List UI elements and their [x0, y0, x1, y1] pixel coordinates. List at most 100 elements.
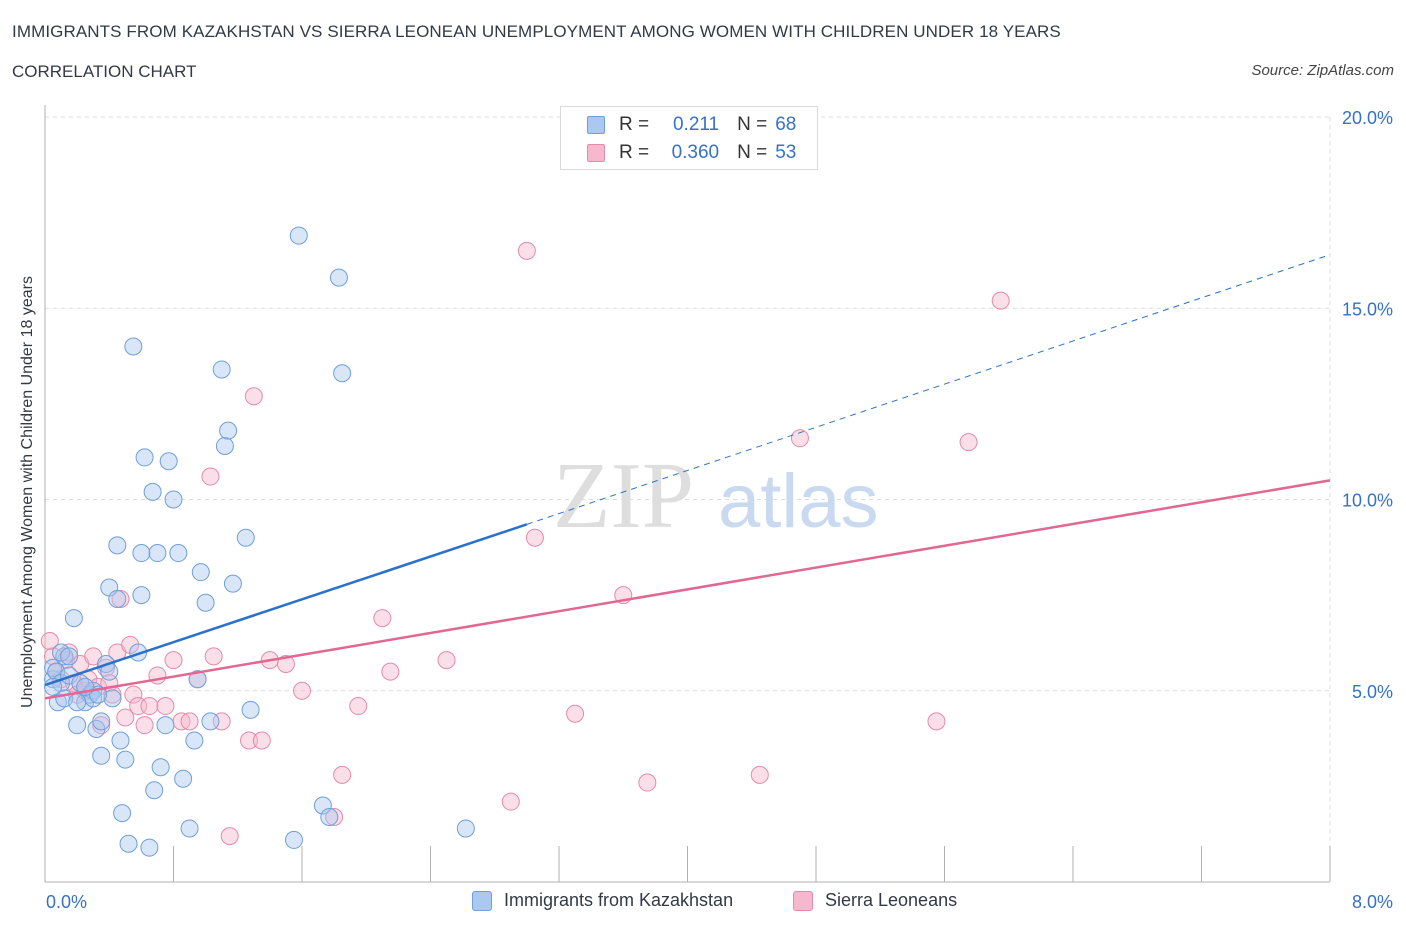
kazakhstan-point [219, 421, 238, 440]
kazakhstan-point [68, 693, 87, 712]
kazakhstan-trend-line [44, 523, 528, 687]
kazakhstan-point [113, 804, 132, 823]
sierra-point [750, 765, 769, 784]
kazakhstan-point [60, 647, 79, 666]
sierra-point [135, 716, 154, 735]
sierra-point [790, 429, 809, 448]
kazakhstan-point [92, 746, 111, 765]
kazakhstan-trend-extension [526, 254, 1331, 525]
legend-swatch-kazakhstan [472, 890, 492, 911]
x-tick-label-max: 8.0% [1352, 892, 1393, 912]
sierra-point [381, 662, 400, 681]
sierra-point [638, 773, 657, 792]
sierra-point [252, 731, 271, 750]
kazakhstan-point [103, 689, 122, 708]
kazakhstan-point [64, 609, 83, 628]
kazakhstan-point [333, 364, 352, 383]
legend-n-label: N = [737, 142, 768, 163]
sierra-point [525, 528, 544, 547]
y-tick-label: 10.0% [1342, 491, 1393, 511]
legend-item-kazakhstan[interactable]: Immigrants from Kazakhstan [472, 890, 733, 911]
sierra-point [239, 731, 258, 750]
legend-label-kazakhstan: Immigrants from Kazakhstan [504, 890, 734, 910]
sierra-point [333, 765, 352, 784]
kazakhstan-point [456, 819, 475, 838]
legend-r-label: R = [619, 142, 650, 163]
sierra-point [437, 651, 456, 670]
kazakhstan-point [156, 716, 175, 735]
legend-row-kazakhstan: R = 0.211 N = 68 [587, 114, 796, 136]
sierra-point [959, 433, 978, 452]
kazakhstan-point [329, 268, 348, 287]
kazakhstan-point [132, 544, 151, 563]
kazakhstan-point [289, 226, 308, 245]
kazakhstan-point [215, 436, 234, 455]
series-legend: Immigrants from Kazakhstan Sierra Leonea… [0, 890, 1406, 916]
tick-labels: 5.0% 10.0% 15.0% 20.0% 0.0% 8.0% [46, 108, 1393, 912]
kazakhstan-point [180, 819, 199, 838]
kazakhstan-point [164, 490, 183, 509]
kazakhstan-point [140, 838, 159, 857]
kazakhstan-point [320, 807, 339, 826]
sierra-point [325, 807, 344, 826]
sierra-point [517, 241, 536, 260]
sierra-point [156, 697, 175, 716]
kazakhstan-point [108, 589, 127, 608]
sierra-point [204, 647, 223, 666]
legend-item-sierra[interactable]: Sierra Leoneans [793, 890, 957, 911]
sierra-point [164, 651, 183, 670]
kazakhstan-point [223, 574, 242, 593]
chart-subtitle: CORRELATION CHART [12, 62, 197, 81]
correlation-legend: R = 0.211 N = 68 R = 0.360 N = 53 [560, 106, 818, 170]
legend-n-label: N = [737, 114, 768, 135]
kazakhstan-point [201, 712, 220, 731]
kazakhstan-point [111, 731, 130, 750]
x-tick-label-min: 0.0% [46, 892, 87, 912]
legend-label-sierra: Sierra Leoneans [825, 890, 958, 910]
sierra-point [220, 827, 239, 846]
sierra-point [40, 632, 59, 651]
sierra-point [124, 685, 143, 704]
kazakhstan-point [185, 731, 204, 750]
trend-lines [44, 254, 1331, 700]
sierra-point [180, 712, 199, 731]
kazakhstan-point [116, 750, 135, 769]
kazakhstan-points [44, 226, 475, 857]
kazakhstan-point [188, 670, 207, 689]
kazakhstan-point [159, 452, 178, 471]
kazakhstan-point [132, 586, 151, 605]
watermark-atlas: atlas [718, 459, 879, 544]
chart-title: IMMIGRANTS FROM KAZAKHSTAN VS SIERRA LEO… [12, 22, 1061, 41]
y-tick-label: 20.0% [1342, 108, 1393, 128]
sierra-point [991, 291, 1010, 310]
sierra-point [140, 697, 159, 716]
legend-row-sierra: R = 0.360 N = 53 [587, 142, 796, 164]
kazakhstan-point [148, 544, 167, 563]
kazakhstan-point [241, 700, 260, 719]
legend-swatch-sierra [587, 144, 605, 162]
kazakhstan-point [143, 482, 162, 501]
kazakhstan-point [191, 563, 210, 582]
kazakhstan-point [236, 528, 255, 547]
axes [44, 105, 1331, 883]
sierra-point [927, 712, 946, 731]
sierra-point [566, 704, 585, 723]
kazakhstan-point [92, 712, 111, 731]
legend-r-label: R = [619, 114, 650, 135]
sierra-point [201, 467, 220, 486]
y-tick-label: 5.0% [1352, 682, 1393, 702]
kazakhstan-point [151, 758, 170, 777]
kazakhstan-point [212, 360, 231, 379]
watermark-zip: ZIP [553, 444, 694, 548]
legend-n-value: 53 [775, 142, 797, 163]
sierra-point [349, 697, 368, 716]
watermark: ZIP atlas [553, 444, 879, 548]
kazakhstan-point [174, 769, 193, 788]
kazakhstan-point [124, 337, 143, 356]
kazakhstan-point [68, 716, 87, 735]
legend-n-value: 68 [775, 114, 797, 135]
sierra-point [116, 708, 135, 727]
legend-r-value: 0.360 [671, 142, 720, 163]
legend-swatch-sierra [793, 890, 813, 911]
